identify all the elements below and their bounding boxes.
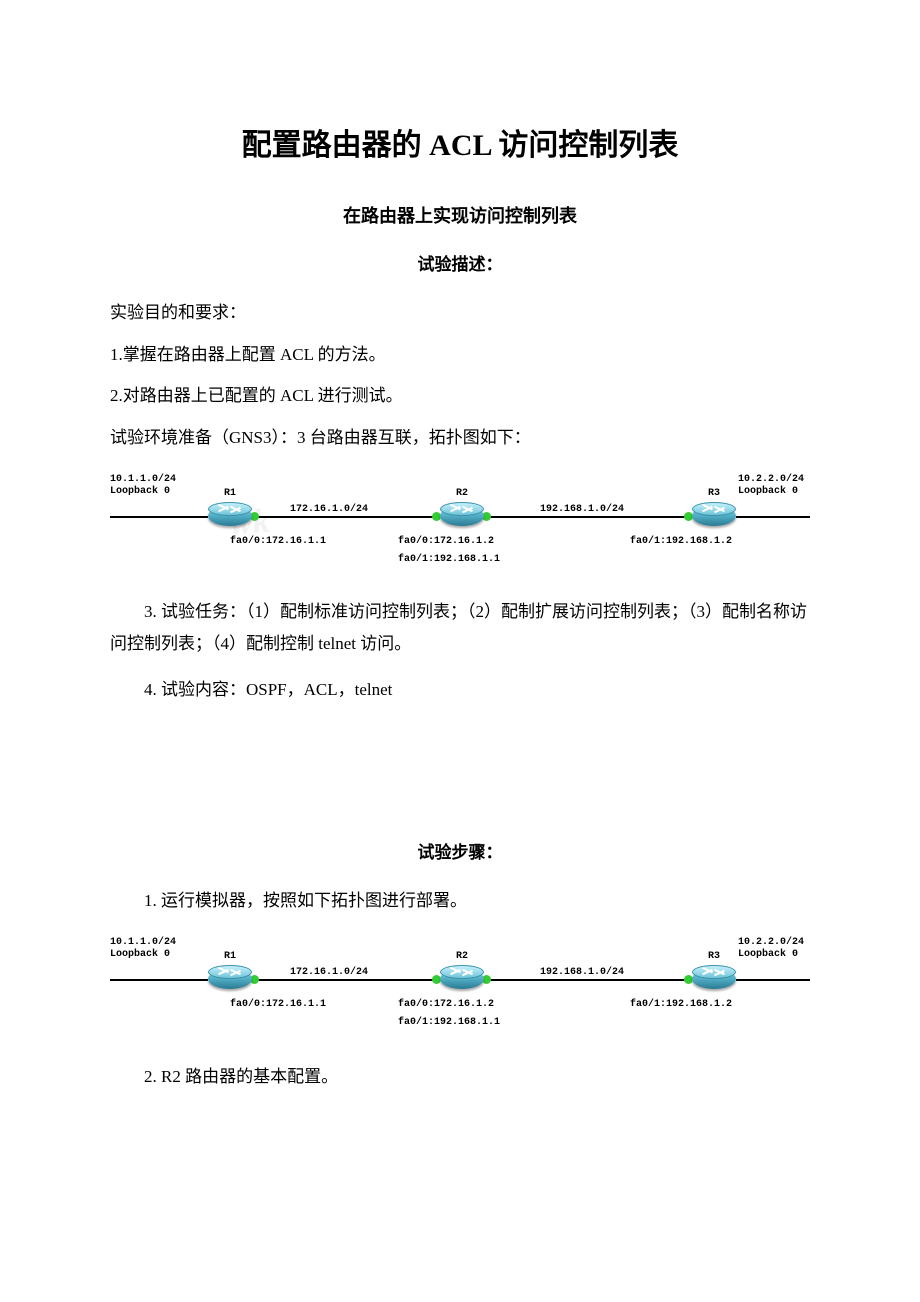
if-r2-fa01-2: fa0/1:192.168.1.1 (398, 1017, 500, 1030)
link23-label: 192.168.1.0/24 (540, 504, 624, 517)
left-network-label: 10.1.1.0/24 Loopback 0 (110, 474, 176, 499)
link-right (736, 516, 810, 518)
section-description-heading: 试验描述： (110, 250, 810, 275)
topology-main-row: R1 R2 R3 172.16.1.0/24 192.168.1.0/24 (110, 502, 810, 532)
if-r1-fa00-2: fa0/0:172.16.1.1 (230, 999, 326, 1012)
if-r3-fa01-2: fa0/1:192.168.1.2 (630, 999, 732, 1012)
content-line: 4. 试验内容：OSPF，ACL，telnet (110, 672, 810, 708)
right-loopback-text: Loopback 0 (738, 486, 798, 497)
router-r3-label-2: R3 (708, 951, 720, 962)
if-r2-fa00: fa0/0:172.16.1.2 (398, 536, 494, 549)
link-right-2 (736, 979, 810, 981)
topology-diagram-2: 10.1.1.0/24 Loopback 0 10.2.2.0/24 Loopb… (110, 937, 810, 1035)
topology-main-row-2: R1 R2 R3 172.16.1.0/24 192.168.1.0/24 (110, 965, 810, 995)
router-r2-label-2: R2 (456, 951, 468, 962)
router-r3-icon-2: R3 (692, 965, 736, 993)
section-steps-heading: 试验步骤： (110, 838, 810, 863)
task-line: 3. 试验任务：（1）配制标准访问控制列表；（2）配制扩展访问控制列表；（3）配… (110, 596, 810, 661)
right-network-text-2: 10.2.2.0/24 (738, 937, 804, 948)
router-r3-icon: R3 (692, 502, 736, 530)
document-page: 配置路由器的 ACL 访问控制列表 在路由器上实现访问控制列表 试验描述： 实验… (0, 0, 920, 1160)
router-r1-label-2: R1 (224, 951, 236, 962)
router-r1-icon-2: R1 (208, 965, 252, 993)
objective-2: 2.对路由器上已配置的 ACL 进行测试。 (110, 378, 810, 414)
left-loopback-text-2: Loopback 0 (110, 949, 170, 960)
environment-line: 试验环境准备（GNS3）：3 台路由器互联，拓扑图如下： (110, 420, 810, 456)
if-r2-fa00-2: fa0/0:172.16.1.2 (398, 999, 494, 1012)
left-loopback-text: Loopback 0 (110, 486, 170, 497)
link12-label: 172.16.1.0/24 (290, 504, 368, 517)
router-r2-icon: R2 (440, 502, 484, 530)
left-network-text: 10.1.1.0/24 (110, 474, 176, 485)
right-loopback-text-2: Loopback 0 (738, 949, 798, 960)
router-r1-label: R1 (224, 488, 236, 499)
step-1: 1. 运行模拟器，按照如下拓扑图进行部署。 (110, 883, 810, 919)
if-r1-fa00: fa0/0:172.16.1.1 (230, 536, 326, 549)
router-r2-label: R2 (456, 488, 468, 499)
if-r3-fa01: fa0/1:192.168.1.2 (630, 536, 732, 549)
link-left-2 (110, 979, 208, 981)
link23-label-2: 192.168.1.0/24 (540, 967, 624, 980)
objective-1: 1.掌握在路由器上配置 ACL 的方法。 (110, 337, 810, 373)
objective-heading: 实验目的和要求： (110, 295, 810, 331)
left-network-text-2: 10.1.1.0/24 (110, 937, 176, 948)
if-r2-fa01: fa0/1:192.168.1.1 (398, 554, 500, 567)
router-r2-icon-2: R2 (440, 965, 484, 993)
router-r3-label: R3 (708, 488, 720, 499)
subtitle: 在路由器上实现访问控制列表 (110, 202, 810, 228)
right-network-text: 10.2.2.0/24 (738, 474, 804, 485)
link12-label-2: 172.16.1.0/24 (290, 967, 368, 980)
link-left (110, 516, 208, 518)
topology-bottom-labels-2: fa0/0:172.16.1.1 fa0/0:172.16.1.2 fa0/1:… (110, 995, 810, 1035)
page-title: 配置路由器的 ACL 访问控制列表 (110, 120, 810, 164)
right-network-label: 10.2.2.0/24 Loopback 0 (738, 474, 804, 499)
router-r1-icon: R1 (208, 502, 252, 530)
right-network-label-2: 10.2.2.0/24 Loopback 0 (738, 937, 804, 962)
topology-bottom-labels: fa0/0:172.16.1.1 fa0/0:172.16.1.2 fa0/1:… (110, 532, 810, 572)
topology-diagram-1: wk 10.1.1.0/24 Loopback 0 10.2.2.0/24 Lo… (110, 474, 810, 572)
left-network-label-2: 10.1.1.0/24 Loopback 0 (110, 937, 176, 962)
step-2: 2. R2 路由器的基本配置。 (110, 1059, 810, 1095)
